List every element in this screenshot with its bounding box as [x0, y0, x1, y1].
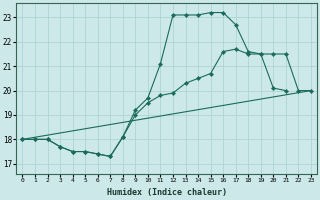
X-axis label: Humidex (Indice chaleur): Humidex (Indice chaleur) — [107, 188, 227, 197]
